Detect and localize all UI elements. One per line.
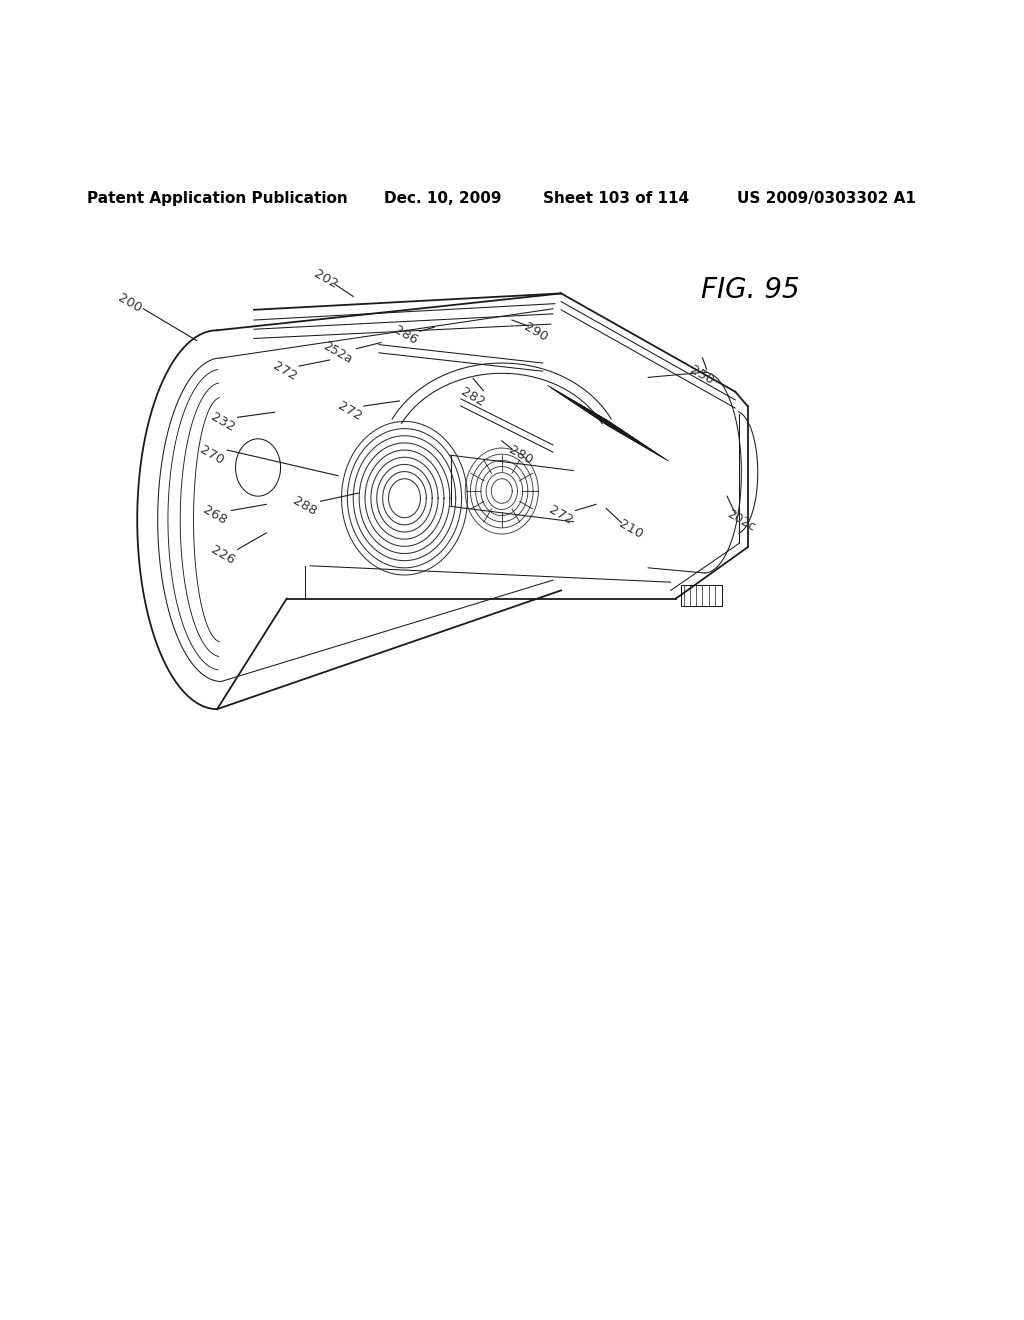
Text: 202c: 202c (725, 507, 758, 535)
Bar (681, 585, 722, 606)
Text: 202: 202 (311, 267, 340, 290)
Text: 250: 250 (687, 363, 716, 387)
Text: 268: 268 (201, 504, 229, 528)
Text: 210: 210 (616, 517, 645, 541)
Text: US 2009/0303302 A1: US 2009/0303302 A1 (737, 191, 916, 206)
Text: Sheet 103 of 114: Sheet 103 of 114 (543, 191, 689, 206)
Text: Dec. 10, 2009: Dec. 10, 2009 (384, 191, 502, 206)
Text: 282: 282 (459, 385, 487, 409)
Text: 280: 280 (506, 444, 535, 467)
Text: 290: 290 (521, 321, 550, 345)
Text: 270: 270 (198, 444, 226, 467)
Text: 226: 226 (209, 544, 238, 568)
Text: 272: 272 (336, 399, 365, 424)
Text: 286: 286 (391, 323, 420, 347)
Text: 252a: 252a (322, 339, 354, 367)
Text: 232: 232 (209, 411, 238, 434)
Text: 200: 200 (116, 292, 144, 315)
Text: Patent Application Publication: Patent Application Publication (87, 191, 348, 206)
Text: 272: 272 (270, 359, 299, 383)
Text: 272: 272 (547, 504, 575, 528)
Text: FIG. 95: FIG. 95 (701, 276, 800, 304)
Text: 288: 288 (291, 495, 319, 519)
